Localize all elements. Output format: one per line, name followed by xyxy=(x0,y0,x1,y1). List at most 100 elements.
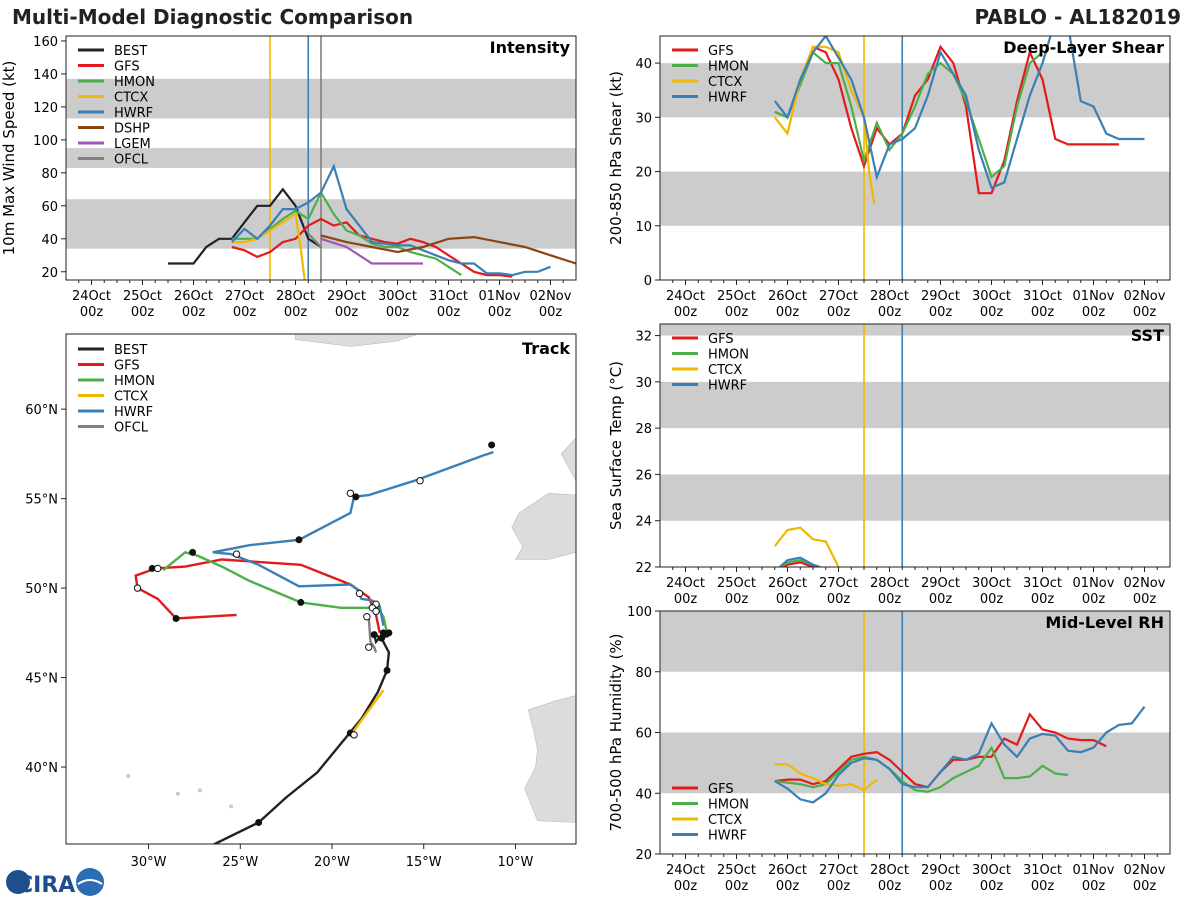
x-tick-label: 29Oct xyxy=(921,576,960,591)
island xyxy=(229,804,234,809)
track-point-open xyxy=(346,489,355,497)
x-tick-hour-label: 00z xyxy=(929,592,953,607)
y-tick-label: 160 xyxy=(33,35,58,50)
y-tick-label: 32 xyxy=(635,330,652,345)
legend-label-hmon: HMON xyxy=(114,75,155,90)
y-tick-label: 22 xyxy=(635,561,652,576)
track-ctcx xyxy=(351,689,385,734)
y-tick-label: 100 xyxy=(627,605,652,620)
x-tick-label: 27Oct xyxy=(225,289,264,304)
legend-label-gfs: GFS xyxy=(708,782,734,797)
y-tick-label: 10 xyxy=(635,220,652,235)
land-polygon xyxy=(511,492,576,560)
y-tick-label: 80 xyxy=(635,666,652,681)
legend-label-hwrf: HWRF xyxy=(114,106,153,121)
track-hwrf xyxy=(212,450,494,626)
track-point-open xyxy=(232,550,241,558)
y-tick-label: 40 xyxy=(635,787,652,802)
x-tick-hour-label: 00z xyxy=(980,305,1004,320)
series-gfs xyxy=(780,561,820,567)
x-tick-hour-label: 00z xyxy=(539,305,563,320)
shade-band xyxy=(660,324,1170,336)
y-tick-label: 60 xyxy=(41,200,58,215)
y-tick-label: 30 xyxy=(635,376,652,391)
x-tick-label: 26Oct xyxy=(768,863,807,878)
x-tick-hour-label: 00z xyxy=(827,879,851,894)
track-gfs xyxy=(134,558,381,634)
legend-label-ctcx: CTCX xyxy=(114,91,148,106)
series-gfs xyxy=(774,44,1119,195)
track-point-open xyxy=(363,613,371,621)
legend-label-hwrf: HWRF xyxy=(708,91,747,106)
y-tick-label: 20 xyxy=(635,166,652,181)
x-tick-label: 01Nov xyxy=(1073,289,1115,304)
track-point xyxy=(255,819,263,827)
legend-label-hwrf: HWRF xyxy=(708,829,747,844)
x-tick-hour-label: 00z xyxy=(674,305,698,320)
series-hmon xyxy=(231,190,462,277)
x-tick-hour-label: 00z xyxy=(1133,879,1157,894)
y-tick-label: 24 xyxy=(635,515,652,530)
x-tick-hour-label: 00z xyxy=(725,879,749,894)
legend-label-lgem: LGEM xyxy=(114,137,151,152)
x-tick-hour-label: 00z xyxy=(776,592,800,607)
storm-name: PABLO - AL182019 xyxy=(974,5,1181,29)
x-tick-label: 30Oct xyxy=(378,289,417,304)
x-tick-label: 25Oct xyxy=(717,576,756,591)
legend-label-hmon: HMON xyxy=(708,348,749,363)
y-tick-label: 20 xyxy=(635,848,652,863)
legend-label-ofcl: OFCL xyxy=(114,153,149,168)
track-point xyxy=(383,666,391,674)
island xyxy=(126,774,131,778)
x-tick-label: 26Oct xyxy=(768,289,807,304)
shade-band xyxy=(660,474,1170,521)
track-point-open xyxy=(133,584,142,592)
series-hmon xyxy=(774,745,1069,793)
x-tick-label: 02Nov xyxy=(530,289,572,304)
x-tick-label: 29Oct xyxy=(327,289,366,304)
track-point xyxy=(378,634,386,642)
panel-title: SST xyxy=(1131,326,1164,345)
legend-label-ctcx: CTCX xyxy=(708,75,742,90)
x-tick-label: 26Oct xyxy=(174,289,213,304)
land-polygon xyxy=(524,695,576,823)
x-tick-label: 31Oct xyxy=(1023,863,1062,878)
track-ofcl xyxy=(367,616,378,653)
panel-title: Track xyxy=(522,339,570,358)
series-hwrf xyxy=(778,556,823,567)
x-tick-hour-label: 00z xyxy=(776,305,800,320)
series-hmon xyxy=(774,50,1044,179)
track-point xyxy=(295,536,303,544)
y-tick-label: 28 xyxy=(635,422,652,437)
track-point-open xyxy=(364,643,373,651)
track-point-open xyxy=(350,731,358,739)
x-tick-hour-label: 00z xyxy=(725,592,749,607)
series-hwrf xyxy=(774,706,1146,804)
shade-band xyxy=(660,171,1170,226)
island xyxy=(176,791,180,796)
y-tick-label: 40 xyxy=(635,57,652,72)
x-tick-label: 27Oct xyxy=(819,863,858,878)
panel-title: Deep-Layer Shear xyxy=(1003,38,1164,57)
x-tick-hour-label: 00z xyxy=(929,305,953,320)
track-point xyxy=(352,493,360,501)
x-tick-hour-label: 00z xyxy=(776,879,800,894)
series-ctcx xyxy=(774,763,878,792)
legend-label-ctcx: CTCX xyxy=(708,363,742,378)
cira-logo: CIRA xyxy=(6,868,104,898)
x-tick-label: 01Nov xyxy=(1073,863,1115,878)
x-tick-label: 30°W xyxy=(131,855,167,870)
y-tick-label: 50°N xyxy=(25,582,58,597)
cira-logo-globe-icon xyxy=(76,868,104,896)
x-tick-hour-label: 00z xyxy=(335,305,359,320)
track-point xyxy=(297,598,305,606)
x-tick-label: 30Oct xyxy=(972,863,1011,878)
x-tick-hour-label: 00z xyxy=(1031,592,1055,607)
x-tick-label: 28Oct xyxy=(870,576,909,591)
x-tick-label: 01Nov xyxy=(1073,576,1115,591)
series-best xyxy=(168,187,322,265)
track-point-open xyxy=(416,477,424,485)
page-title: Multi-Model Diagnostic Comparison xyxy=(12,5,414,29)
y-tick-label: 140 xyxy=(33,68,58,83)
x-tick-hour-label: 00z xyxy=(386,305,410,320)
